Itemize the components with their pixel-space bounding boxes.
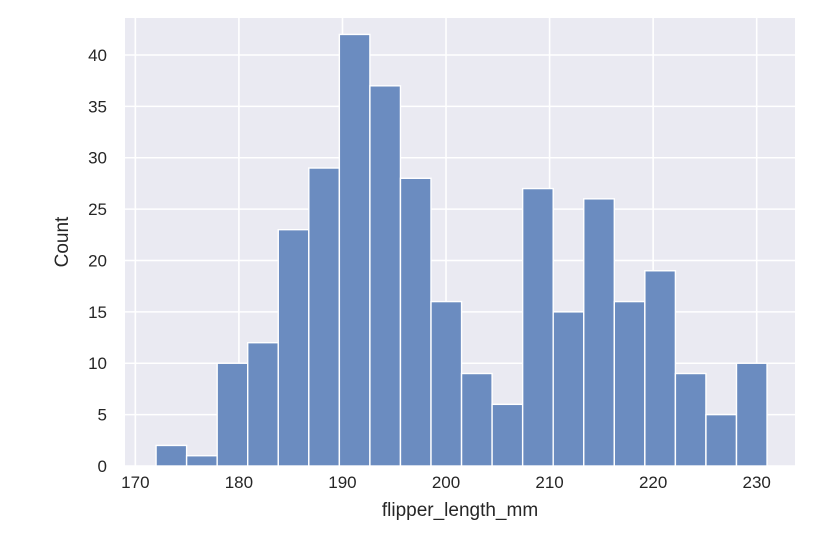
x-tick-label: 210 (535, 473, 563, 492)
x-tick-label: 170 (121, 473, 149, 492)
y-axis-label: Count (52, 216, 73, 267)
histogram-bar (247, 341, 279, 467)
histogram-bar (430, 300, 463, 467)
histogram-bar (338, 33, 371, 467)
x-tick-label: 220 (639, 473, 667, 492)
y-tick-label: 0 (98, 457, 107, 476)
x-tick-label: 180 (225, 473, 253, 492)
histogram-bar (705, 413, 738, 467)
histogram-bars (155, 33, 768, 467)
y-tick-label: 10 (88, 354, 107, 373)
histogram-bar (460, 372, 493, 467)
histogram-bar (613, 300, 646, 467)
histogram-bar (308, 167, 341, 467)
x-tick-label: 230 (742, 473, 770, 492)
histogram-bar (185, 455, 218, 467)
histogram-bar (491, 403, 524, 467)
histogram-bar (369, 85, 402, 467)
x-axis-label: flipper_length_mm (382, 500, 538, 521)
histogram-bar (583, 198, 615, 467)
histogram-bar (216, 362, 249, 467)
y-tick-label: 5 (98, 406, 107, 425)
y-axis-ticks: 0 5 10 15 20 25 30 35 40 (88, 46, 107, 476)
y-tick-label: 40 (88, 46, 107, 65)
y-tick-label: 15 (88, 303, 107, 322)
histogram-bar (277, 228, 310, 467)
histogram-bar (644, 270, 677, 467)
x-tick-label: 200 (432, 473, 460, 492)
histogram-bar (674, 372, 707, 467)
y-tick-label: 35 (88, 97, 107, 116)
y-tick-label: 30 (88, 149, 107, 168)
y-tick-label: 25 (88, 200, 107, 219)
histogram-bar (155, 444, 188, 467)
histogram-bar (399, 177, 432, 467)
histogram-bar (552, 311, 585, 467)
y-tick-label: 20 (88, 251, 107, 270)
histogram-bar (735, 362, 768, 467)
x-tick-label: 190 (328, 473, 356, 492)
x-axis-ticks: 170 180 190 200 210 220 230 (121, 473, 771, 492)
histogram-bar (521, 187, 554, 467)
